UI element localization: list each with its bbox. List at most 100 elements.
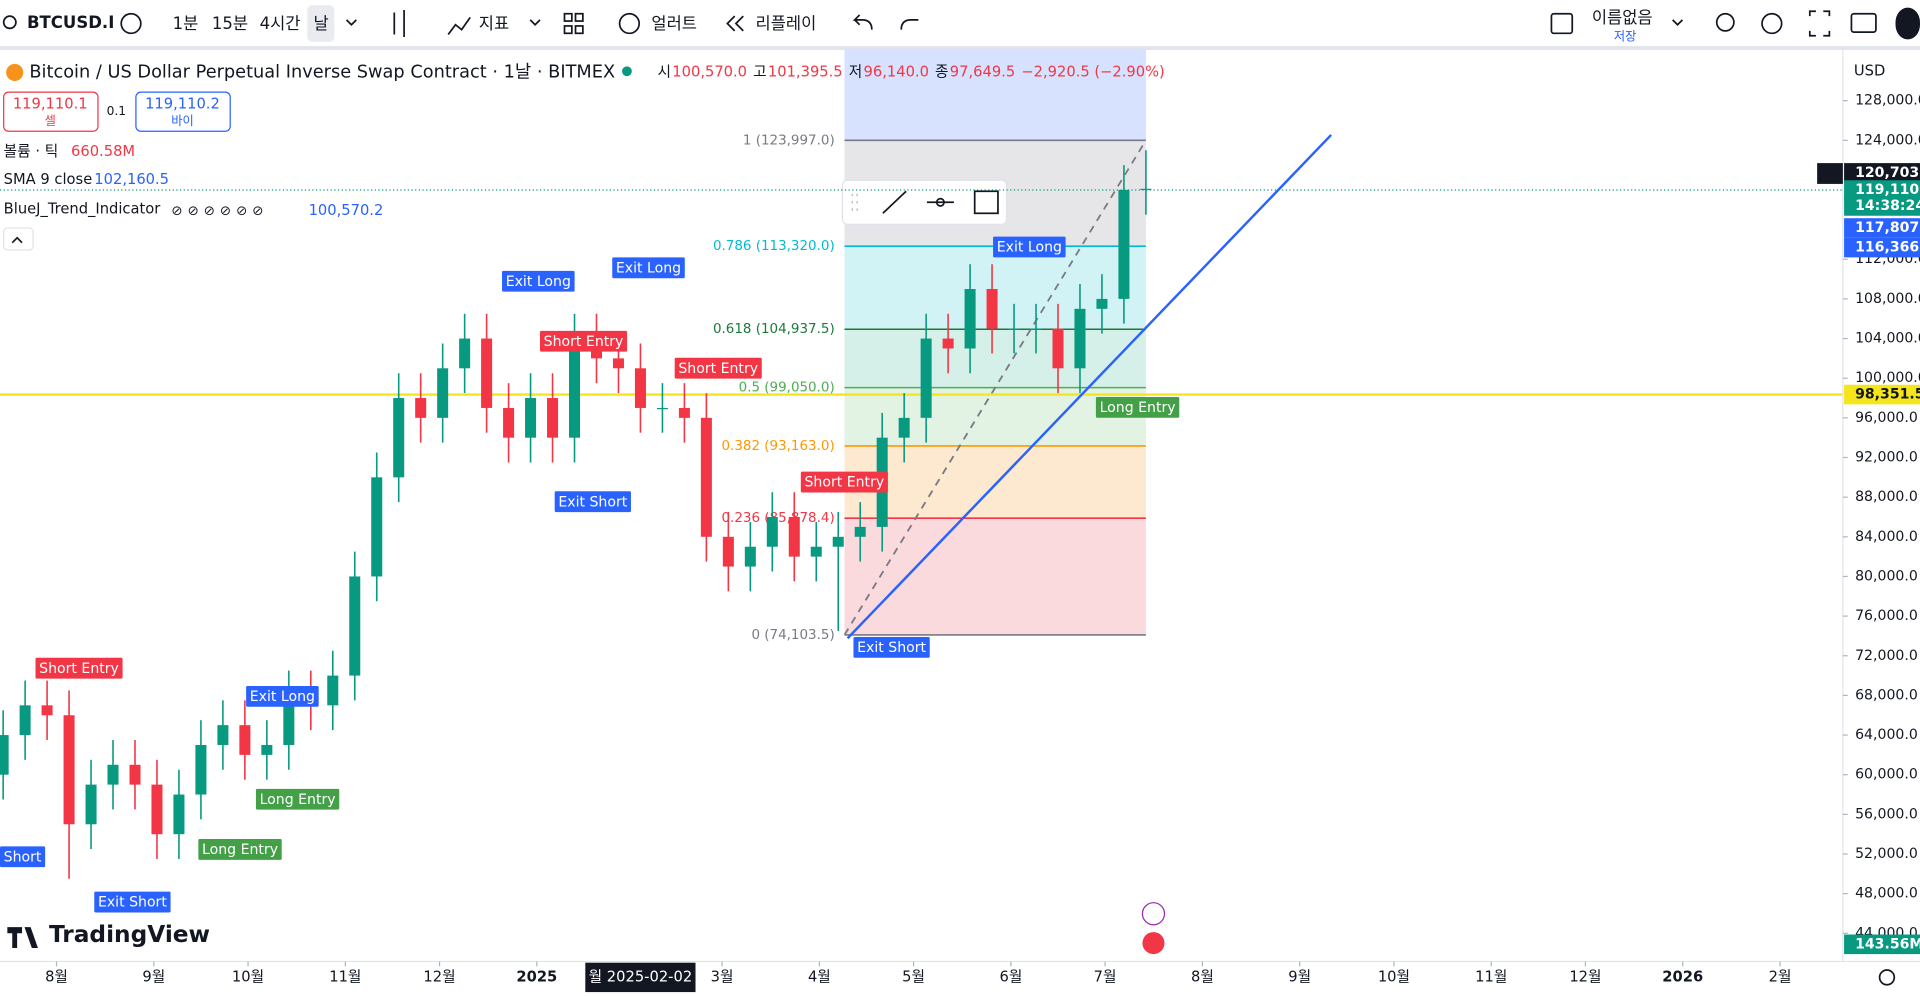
fib-zone — [844, 329, 1146, 388]
candle-body — [854, 526, 866, 537]
price-label-bg — [1844, 196, 1920, 216]
fib-zone — [844, 387, 1146, 446]
fib-label: 0.5 (99,050.0) — [739, 381, 835, 396]
y-tick-label: 60,000.0 — [1855, 767, 1918, 783]
currency[interactable]: USD — [1854, 62, 1885, 79]
redo-button[interactable] — [900, 18, 919, 30]
candle-body — [744, 546, 756, 567]
y-tick-label: 128,000.0 — [1855, 93, 1920, 109]
profile-button[interactable] — [1895, 7, 1920, 40]
scale-settings[interactable] — [1878, 969, 1896, 986]
y-tick-label: 76,000.0 — [1855, 608, 1918, 624]
candle-body — [766, 516, 778, 547]
candle-body — [261, 744, 273, 755]
fib-label: 0.382 (93,163.0) — [722, 439, 835, 454]
interval[interactable]: 15분 — [212, 14, 248, 33]
market-status — [622, 66, 632, 77]
candle-body — [1030, 328, 1042, 330]
signal-label: Short Entry — [39, 661, 119, 677]
signal-label: Long Entry — [1100, 400, 1176, 416]
indicators-icon[interactable] — [447, 16, 471, 36]
signal-label: Exit Short — [857, 640, 926, 656]
rect-tool[interactable] — [973, 190, 999, 215]
signal-label: Long Entry — [260, 792, 336, 808]
signal-label: Exit Long — [997, 240, 1062, 256]
candle-body — [700, 417, 712, 537]
price-label: 117,807.1 — [1855, 220, 1920, 236]
price-label-bg — [1844, 180, 1920, 200]
time-axis: 8월 9월 10월 11월 12월 2025 3월 4월 5월 6월 7월 8월 9월 10월 11월 12월… — [0, 960, 1920, 993]
alert-icon[interactable] — [618, 12, 641, 35]
drag-handle[interactable] — [851, 193, 858, 211]
layout-dropdown[interactable] — [1672, 19, 1684, 26]
y-tick-label: 52,000.0 — [1855, 846, 1918, 862]
candle-body — [810, 546, 822, 557]
signal-label-bg — [1095, 396, 1180, 418]
interval-dropdown[interactable] — [345, 19, 357, 26]
alert-button[interactable]: 얼러트 — [651, 14, 697, 33]
interval[interactable]: 1분 — [173, 14, 199, 33]
x-tick-label: 6월 — [999, 968, 1022, 985]
templates-icon[interactable] — [563, 12, 573, 22]
candle-body — [107, 764, 119, 785]
signal-label: Exit Long — [616, 260, 681, 276]
candle-body — [327, 675, 339, 706]
ohlc-key: 고 — [753, 63, 767, 80]
candle-body — [678, 407, 690, 418]
price-label-bg — [1844, 218, 1920, 238]
volume-value: 660.58M — [71, 143, 135, 160]
y-tick-label: 64,000.0 — [1855, 727, 1918, 743]
event-icon[interactable] — [1142, 932, 1165, 955]
sell-button[interactable] — [3, 91, 99, 132]
candle-body — [898, 417, 910, 438]
search-icon[interactable] — [2, 15, 17, 30]
crosshair-date-bg — [585, 962, 696, 993]
x-tick-label: 11월 — [329, 968, 361, 985]
fib-trend — [843, 139, 1147, 636]
x-tick-label: 8월 — [45, 968, 68, 985]
interval[interactable]: 4시간 — [260, 14, 301, 33]
layout-name[interactable]: 이름없음 — [1592, 8, 1653, 27]
candle-body — [481, 338, 493, 408]
candle-body — [41, 705, 53, 716]
price-label: 119,110.0 — [1855, 182, 1920, 198]
candle-body — [525, 398, 537, 438]
interval-active-bg — [307, 5, 335, 42]
x-tick-label: 5월 — [902, 968, 925, 985]
screenshot-button[interactable] — [1850, 12, 1877, 33]
settings-button[interactable] — [1761, 12, 1783, 35]
interval[interactable]: 날 — [313, 14, 328, 33]
candle-body — [239, 725, 251, 755]
price-scale: USD 128,000.0124,000.0112,000.0108,000.0… — [0, 49, 1920, 962]
compare-button[interactable] — [120, 12, 142, 35]
buy-button[interactable] — [135, 91, 231, 132]
quantity: 0.1 — [107, 104, 126, 118]
y-tick-label: 96,000.0 — [1855, 410, 1918, 426]
candle-body — [1074, 308, 1086, 369]
indicators-button[interactable]: 지표 — [479, 14, 509, 33]
y-tick-label: 80,000.0 — [1855, 568, 1918, 584]
signal-label-bg — [35, 657, 123, 679]
replay-icon[interactable] — [726, 15, 744, 32]
line-tool[interactable] — [882, 190, 907, 214]
signal-label-bg — [94, 891, 171, 913]
indicator-name: BlueJ_Trend_Indicator — [4, 201, 162, 218]
save-status[interactable]: 저장 — [1614, 29, 1637, 43]
event-icon[interactable] — [1141, 902, 1166, 926]
ohlc-values: 시 100,570.0 고 101,395.5 저 96,140.0 종 97,649.5 −2… — [658, 63, 1165, 80]
indicator-value: 100,570.2 — [309, 202, 384, 219]
undo-button[interactable] — [852, 14, 873, 30]
replay-button[interactable]: 리플레이 — [756, 14, 817, 33]
fullscreen-button[interactable] — [1808, 10, 1831, 37]
x-tick-label: 4월 — [808, 968, 831, 985]
indicators-dropdown[interactable] — [529, 19, 541, 26]
layout-icon[interactable] — [1550, 12, 1574, 35]
y-tick-label: 48,000.0 — [1855, 886, 1918, 902]
templates-icon — [574, 12, 584, 22]
candle-body — [393, 398, 405, 478]
quick-search[interactable] — [1715, 12, 1735, 32]
x-tick-label: 12월 — [1569, 968, 1601, 985]
chart-type-button[interactable] — [393, 10, 405, 37]
symbol[interactable]: BTCUSD.I — [27, 13, 114, 32]
